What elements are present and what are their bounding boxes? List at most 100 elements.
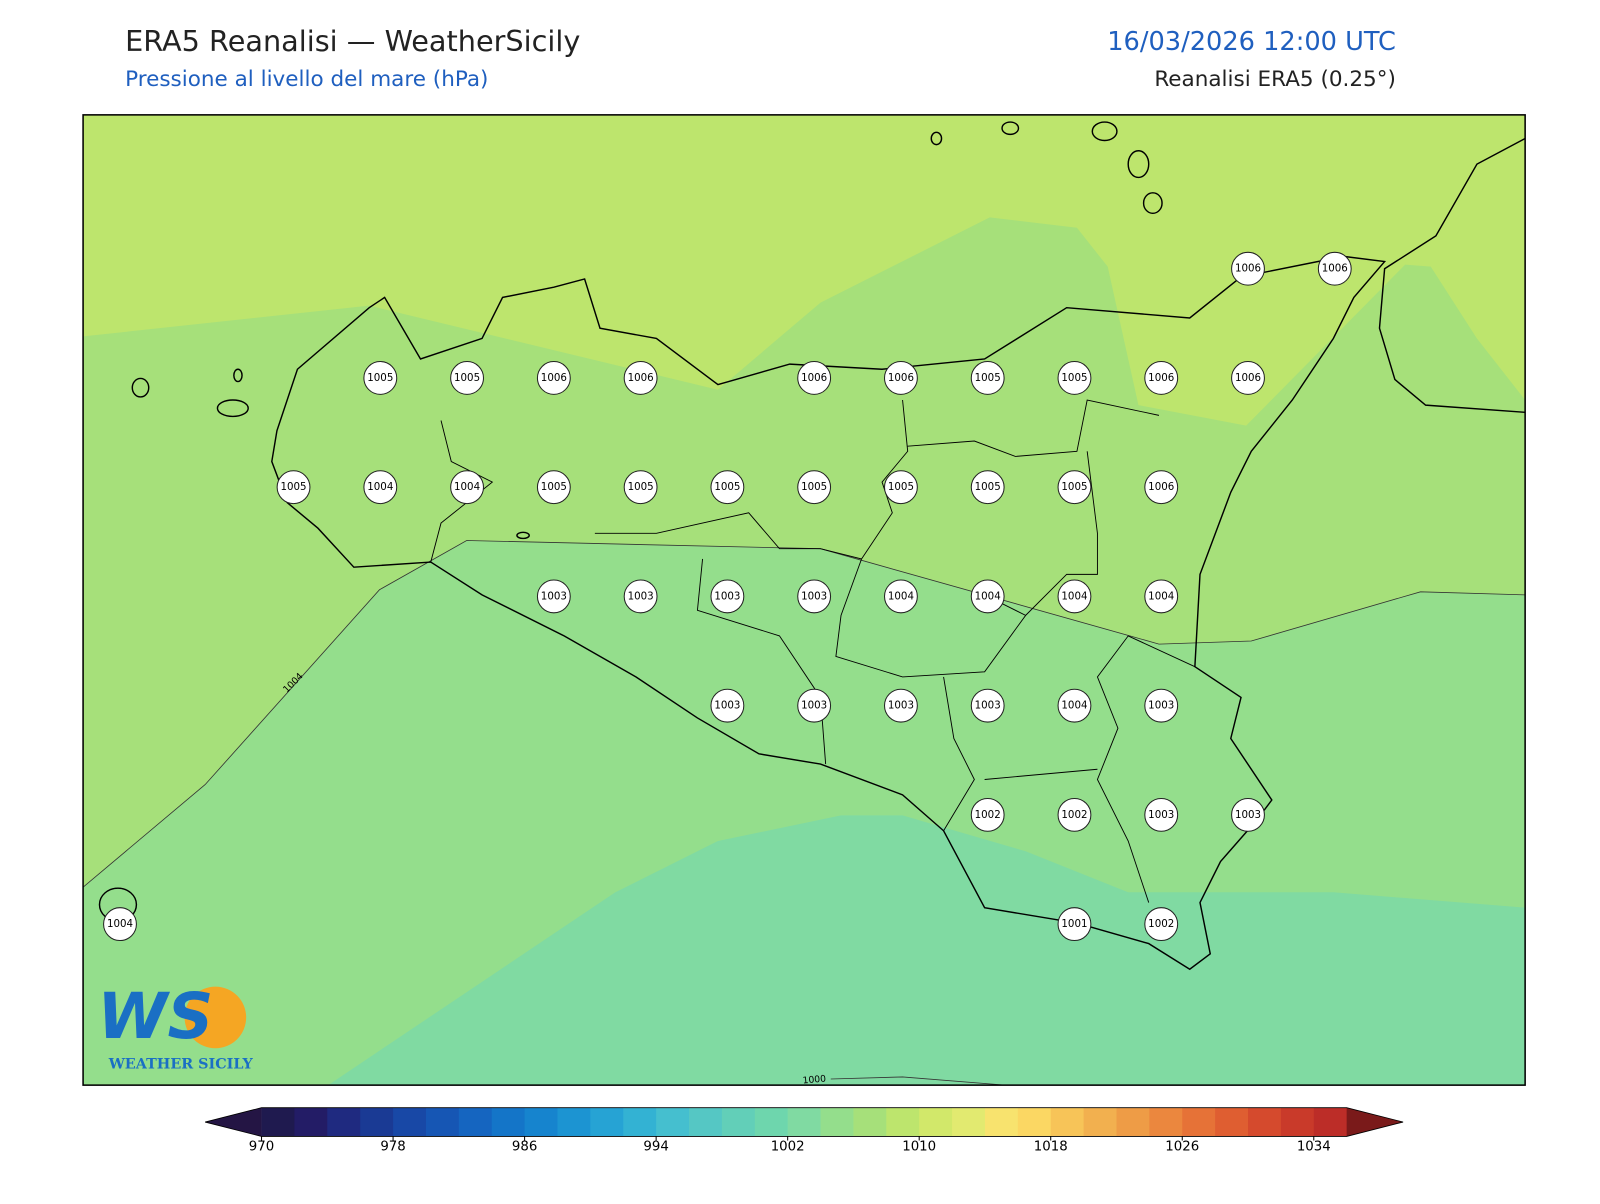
colorbar-box [984, 1107, 1019, 1137]
station-marker [623, 579, 658, 614]
station-value: 1005 [1061, 481, 1087, 493]
station-value: 1006 [628, 372, 654, 384]
station-marker [1231, 251, 1265, 286]
station-value: 1004 [888, 590, 914, 602]
station-marker [1057, 907, 1092, 942]
station-value: 1004 [454, 481, 480, 493]
logo: WS WEATHER SICILY [97, 979, 253, 1073]
station-marker [710, 579, 745, 614]
station-marker [970, 797, 1005, 832]
colorbar-tick-label: 1010 [902, 1140, 936, 1155]
subtitle: Pressione al livello del mare (hPa) [125, 67, 488, 92]
station-value: 1004 [1148, 590, 1174, 602]
station-value: 1006 [801, 372, 827, 384]
calabria-coast [1378, 137, 1526, 414]
colorbar-box [1116, 1107, 1150, 1137]
colorbar-tick-label: 1034 [1297, 1140, 1331, 1155]
colorbar-box [820, 1107, 854, 1137]
station-marker [1057, 797, 1092, 832]
station-marker [450, 361, 484, 395]
station-value: 1002 [975, 809, 1001, 821]
colorbar-box [261, 1107, 295, 1137]
colorbar-box [360, 1107, 394, 1137]
stations: 1006 1006 1005 1005 1006 1006 1006 1006 1005 1005… [103, 251, 1352, 942]
band-1002 [328, 815, 1526, 1086]
colorbar-box [1280, 1107, 1315, 1137]
colorbar: 970 978 986 994 1002 1010 1018 1026 1034 [205, 1107, 1404, 1155]
colorbar-box [1182, 1107, 1216, 1137]
station-value: 1005 [367, 372, 393, 384]
colorbar-box [458, 1107, 493, 1137]
datetime: 16/03/2026 12:00 UTC [1107, 27, 1396, 57]
station-marker [1231, 797, 1265, 832]
colorbar-box [1313, 1107, 1348, 1137]
station-marker [1057, 470, 1092, 505]
logo-sun [184, 986, 247, 1049]
station-value: 1004 [367, 481, 393, 493]
station-marker [1144, 361, 1179, 395]
station-value: 1002 [1061, 809, 1087, 821]
station-marker [970, 579, 1005, 614]
title: ERA5 Reanalisi — WeatherSicily [125, 24, 580, 58]
station-marker [884, 470, 918, 505]
colorbar-box [1050, 1107, 1085, 1137]
station-value: 1005 [801, 481, 827, 493]
colorbar-box [689, 1107, 723, 1137]
station-marker [884, 688, 918, 723]
station-marker [797, 361, 832, 395]
colorbar-box [1149, 1107, 1183, 1137]
colorbar-tick-label: 1002 [771, 1140, 805, 1155]
sicily-coast [271, 255, 1387, 971]
station-value: 1003 [888, 700, 914, 712]
station-value: 1003 [801, 590, 827, 602]
station-marker [884, 579, 918, 614]
station-value: 1005 [714, 481, 740, 493]
colorbar-extend-low [205, 1107, 262, 1137]
station-marker [1231, 361, 1265, 395]
station-value: 1006 [1148, 372, 1174, 384]
colorbar-box [425, 1107, 460, 1137]
station-marker [536, 579, 571, 614]
station-marker [1144, 579, 1179, 614]
station-marker [797, 470, 832, 505]
station-value: 1005 [975, 481, 1001, 493]
station-value: 1004 [1061, 700, 1087, 712]
station-value: 1003 [801, 700, 827, 712]
station-marker [710, 688, 745, 723]
colorbar-box [590, 1107, 624, 1137]
station-marker [1057, 688, 1092, 723]
colorbar-box [294, 1107, 328, 1137]
colorbar-box [754, 1107, 789, 1137]
source: Reanalisi ERA5 (0.25°) [1154, 67, 1396, 92]
station-marker [623, 470, 658, 505]
station-marker [450, 470, 484, 505]
station-value: 1003 [714, 700, 740, 712]
colorbar-tick-label: 1018 [1034, 1140, 1068, 1155]
colorbar-box [557, 1107, 591, 1137]
station-value: 1006 [888, 372, 914, 384]
station-marker [1057, 579, 1092, 614]
colorbar-extend-high [1346, 1107, 1404, 1137]
station-value: 1005 [280, 481, 306, 493]
colorbar-box [393, 1107, 427, 1137]
contour-label: 1000 [802, 1073, 826, 1086]
station-value: 1006 [541, 372, 567, 384]
colorbar-box [1248, 1107, 1282, 1137]
station-marker [1057, 361, 1092, 395]
station-value: 1006 [1235, 372, 1261, 384]
colorbar-tick-label: 986 [512, 1140, 537, 1155]
station-marker [1144, 797, 1179, 832]
station-value: 1005 [975, 372, 1001, 384]
station-value: 1003 [1235, 809, 1261, 821]
station-marker [710, 470, 745, 505]
colorbar-tick-label: 970 [249, 1140, 274, 1155]
station-marker [1144, 688, 1179, 723]
station-marker [623, 361, 658, 395]
colorbar-box [952, 1107, 986, 1137]
station-value: 1006 [1235, 263, 1261, 275]
colorbar-box [656, 1107, 690, 1137]
colorbar-box [524, 1107, 558, 1137]
station-marker [1144, 907, 1179, 942]
